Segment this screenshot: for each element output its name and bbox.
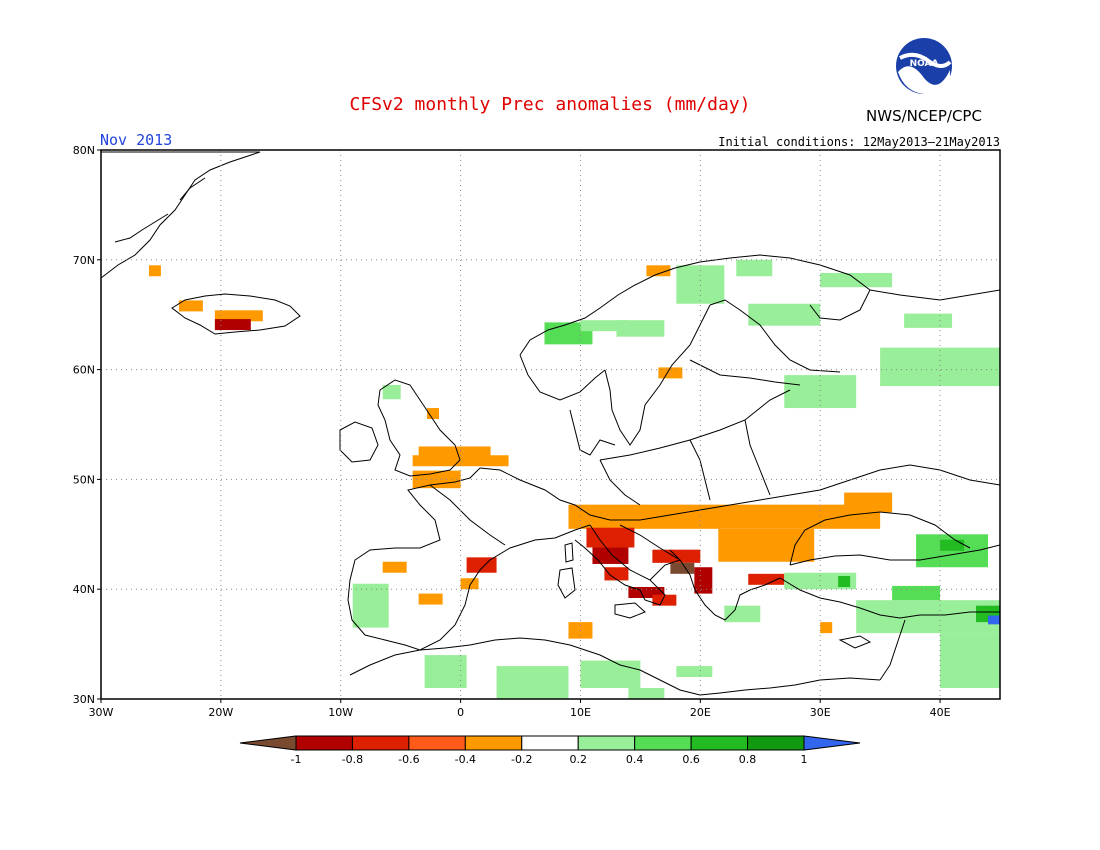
lon-tick-label: 10E <box>570 706 591 719</box>
colorbar-tick-label: 0.2 <box>569 753 587 766</box>
anomaly-cell <box>424 655 467 689</box>
anomaly-cell <box>382 384 401 400</box>
noaa-logo-icon: NOAA <box>896 38 952 95</box>
colorbar-tick-label: -0.4 <box>455 753 476 766</box>
anomaly-cell <box>580 320 629 332</box>
map-frame <box>100 149 1001 700</box>
anomaly-cell <box>748 573 785 585</box>
anomaly-cell <box>586 527 635 548</box>
anomaly-cell <box>352 583 389 628</box>
colorbar-high-arrow <box>803 735 861 751</box>
anomaly-cell <box>670 562 695 574</box>
anomaly-cell <box>676 265 725 304</box>
longitude-tick-labels: 30W 20W 10W 0 10E 20E 30E 40E <box>89 699 951 719</box>
anomaly-cell <box>736 259 773 277</box>
lat-tick-label: 50N <box>73 473 95 486</box>
colorbar-segment <box>747 735 805 751</box>
logo-text: NOAA <box>910 59 939 69</box>
anomaly-cell <box>568 504 881 529</box>
anomaly-cell <box>427 408 440 420</box>
anomaly-cell <box>718 528 815 562</box>
anomaly-cell <box>988 615 1000 625</box>
colorbar-segment <box>690 735 749 751</box>
initial-conditions-label: Initial conditions: 12May2013–21May2013 <box>718 135 1000 149</box>
chart-title: CFSv2 monthly Prec anomalies (mm/day) <box>350 94 751 115</box>
colorbar-tick-label: -1 <box>291 753 302 766</box>
month-label: Nov 2013 <box>100 131 172 149</box>
lat-tick-label: 30N <box>73 693 95 706</box>
lon-tick-label: 20E <box>690 706 711 719</box>
anomaly-cell <box>592 547 629 564</box>
anomaly-cell <box>652 594 677 606</box>
lon-tick-label: 10W <box>328 706 353 719</box>
anomaly-cell <box>940 633 1000 689</box>
anomaly-cell <box>628 688 665 699</box>
anomaly-cell <box>646 265 671 277</box>
anomaly-cell <box>214 310 263 322</box>
colorbar-tick-label: -0.2 <box>511 753 532 766</box>
anomaly-cell <box>904 313 953 328</box>
anomaly-cell <box>676 666 713 678</box>
anomaly-cell <box>496 666 569 699</box>
anomaly-cell <box>892 585 941 601</box>
anomaly-cell <box>616 320 665 337</box>
colorbar-segment <box>295 735 353 751</box>
anomaly-cell <box>724 605 761 623</box>
lat-tick-label: 40N <box>73 583 95 596</box>
lon-tick-label: 20W <box>208 706 233 719</box>
anomaly-cell <box>838 576 851 588</box>
anomaly-cell <box>580 660 641 689</box>
colorbar-tick-label: 0.6 <box>682 753 700 766</box>
anomaly-cell <box>214 319 251 331</box>
anomaly-cell <box>178 300 203 312</box>
colorbar-low-arrow <box>239 735 297 751</box>
lon-tick-label: 0 <box>457 706 464 719</box>
organization-label: NWS/NCEP/CPC <box>866 107 982 125</box>
latitude-tick-labels: 30N 40N 50N 60N 70N 80N <box>73 144 101 706</box>
anomaly-cell <box>844 492 893 513</box>
colorbar-segment <box>464 735 523 751</box>
colorbar-segment <box>408 735 466 751</box>
lon-tick-label: 40E <box>930 706 951 719</box>
colorbar-tick-label: -0.8 <box>342 753 363 766</box>
lon-tick-label: 30E <box>810 706 831 719</box>
anomaly-cell <box>148 265 161 277</box>
anomaly-cell <box>460 578 479 590</box>
anomaly-cells <box>148 259 1000 699</box>
colorbar-segment <box>634 735 692 751</box>
colorbar-tick-label: 0.4 <box>626 753 644 766</box>
colorbar-segment <box>521 735 579 751</box>
lat-tick-label: 70N <box>73 254 95 267</box>
anomaly-cell <box>418 593 443 605</box>
colorbar-segment <box>577 735 636 751</box>
colorbar-segment <box>351 735 410 751</box>
anomaly-cell <box>604 567 629 581</box>
anomaly-cell <box>382 561 407 573</box>
lat-tick-label: 60N <box>73 364 95 377</box>
colorbar-tick-label: -0.6 <box>398 753 419 766</box>
lon-tick-label: 30W <box>89 706 114 719</box>
anomaly-cell <box>628 587 665 598</box>
colorbar-tick-label: 1 <box>801 753 808 766</box>
anomaly-cell <box>418 446 491 458</box>
anomaly-cell <box>880 347 1000 387</box>
colorbar: -1 -0.8 -0.6 -0.4 -0.2 0.2 0.4 0.6 0.8 1 <box>239 735 861 766</box>
anomaly-cell <box>658 367 683 379</box>
colorbar-tick-label: 0.8 <box>739 753 757 766</box>
anomaly-cell <box>694 567 713 594</box>
anomaly-cell <box>940 539 965 551</box>
lat-tick-label: 80N <box>73 144 95 157</box>
anomaly-cell <box>466 557 497 573</box>
anomaly-cell <box>748 303 821 326</box>
anomaly-cell <box>820 622 833 634</box>
